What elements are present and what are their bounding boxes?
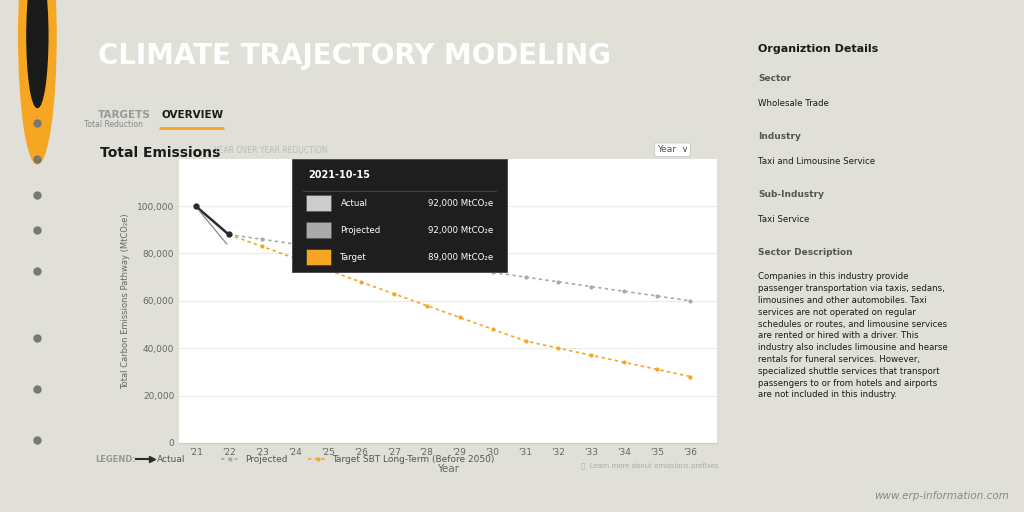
Text: www.erp-information.com: www.erp-information.com: [873, 490, 1009, 501]
Bar: [305, 195, 332, 211]
FancyBboxPatch shape: [292, 159, 507, 272]
Text: Year  ∨: Year ∨: [657, 145, 688, 154]
Text: Organiztion Details: Organiztion Details: [759, 44, 879, 54]
Text: Sub-Industry: Sub-Industry: [759, 190, 824, 199]
Text: CLIMATE TRAJECTORY MODELING: CLIMATE TRAJECTORY MODELING: [98, 42, 611, 70]
Text: Companies in this industry provide
passenger transportation via taxis, sedans,
l: Companies in this industry provide passe…: [759, 272, 948, 399]
Text: Total Reduction: Total Reduction: [84, 120, 142, 129]
Text: Total Emissions: Total Emissions: [100, 146, 220, 160]
Text: ⓘ  Learn more about emissions prefixes: ⓘ Learn more about emissions prefixes: [582, 463, 719, 470]
Text: Sector: Sector: [759, 74, 792, 83]
Bar: [305, 249, 332, 265]
Text: 92,000 MtCO₂e: 92,000 MtCO₂e: [428, 199, 494, 207]
Text: Target: Target: [340, 252, 368, 262]
Text: LEGEND:: LEGEND:: [95, 455, 135, 463]
Text: TARGETS: TARGETS: [98, 110, 151, 120]
Text: YEAR OVER YEAR REDUCTION: YEAR OVER YEAR REDUCTION: [214, 145, 328, 155]
Text: OVERVIEW: OVERVIEW: [161, 110, 223, 120]
Text: Taxi Service: Taxi Service: [759, 215, 810, 224]
Text: 2021-10-15: 2021-10-15: [308, 170, 371, 180]
Text: Wholesale Trade: Wholesale Trade: [759, 99, 829, 108]
Text: Industry: Industry: [759, 132, 801, 141]
Y-axis label: Total Carbon Emissions Pathway (MtCO₂e): Total Carbon Emissions Pathway (MtCO₂e): [121, 213, 130, 389]
Text: Actual: Actual: [158, 455, 186, 463]
Text: Projected: Projected: [245, 455, 287, 463]
Text: Sector Description: Sector Description: [759, 248, 853, 257]
Bar: [305, 222, 332, 238]
Text: Taxi and Limousine Service: Taxi and Limousine Service: [759, 157, 876, 166]
X-axis label: Year: Year: [437, 464, 459, 474]
Text: Target SBT Long-Term (Before 2050): Target SBT Long-Term (Before 2050): [333, 455, 495, 463]
Circle shape: [18, 0, 56, 164]
Text: 89,000 MtCO₂e: 89,000 MtCO₂e: [428, 252, 494, 262]
Text: 92,000 MtCO₂e: 92,000 MtCO₂e: [428, 226, 494, 234]
Circle shape: [27, 0, 48, 108]
Text: Actual: Actual: [340, 199, 368, 207]
Text: Projected: Projected: [340, 226, 381, 234]
